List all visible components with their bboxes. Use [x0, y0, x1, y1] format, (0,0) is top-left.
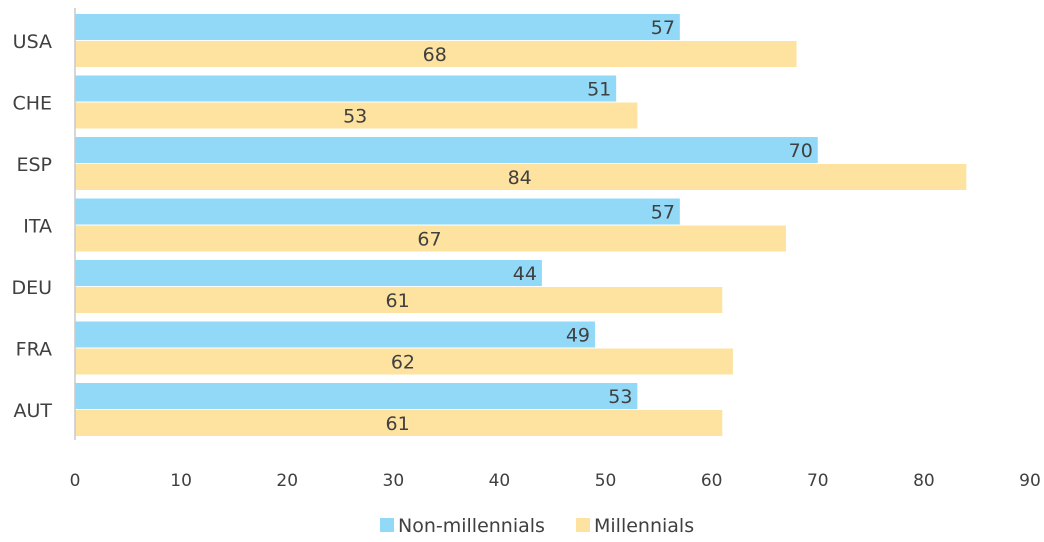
data-label: 68: [423, 44, 447, 66]
category-label-usa: USA: [13, 31, 52, 53]
bar-non-millennials-deu: [75, 260, 542, 286]
data-labels-layer: 57 68 51 53 70 84 57 67 44 61 49 62 53 61: [343, 17, 813, 435]
data-label: 84: [508, 167, 532, 189]
bar-millennials-esp: [75, 164, 967, 190]
bar-non-millennials-aut: [75, 383, 638, 409]
category-label-ita: ITA: [23, 216, 52, 238]
legend-label-millennials: Millennials: [594, 515, 694, 537]
category-label-fra: FRA: [16, 339, 52, 361]
x-tick-label: 30: [383, 471, 405, 491]
bars-layer: [75, 14, 967, 436]
data-label: 61: [386, 290, 410, 312]
x-tick-label: 40: [489, 471, 511, 491]
bar-millennials-ita: [75, 225, 786, 252]
bar-non-millennials-esp: [75, 137, 818, 163]
y-axis-labels: USA CHE ESP ITA DEU FRA AUT: [11, 31, 52, 422]
data-label: 49: [566, 325, 590, 347]
data-label: 67: [417, 229, 441, 251]
bar-millennials-usa: [75, 41, 797, 67]
data-label: 44: [513, 263, 537, 285]
x-tick-label: 90: [1019, 471, 1041, 491]
bar-millennials-fra: [75, 348, 733, 375]
category-label-deu: DEU: [11, 277, 52, 299]
bar-millennials-deu: [75, 287, 723, 313]
legend-label-non-millennials: Non-millennials: [398, 515, 545, 537]
x-tick-label: 20: [276, 471, 298, 491]
legend: Non-millennials Millennials: [380, 515, 694, 537]
data-label: 70: [789, 140, 813, 162]
data-label: 53: [608, 386, 632, 408]
x-tick-label: 80: [913, 471, 935, 491]
category-label-esp: ESP: [16, 154, 52, 176]
data-label: 57: [651, 202, 675, 224]
x-tick-label: 0: [70, 471, 81, 491]
bar-non-millennials-usa: [75, 14, 680, 40]
data-label: 61: [386, 413, 410, 435]
legend-swatch-non-millennials: [380, 518, 394, 532]
data-label: 57: [651, 17, 675, 39]
category-label-che: CHE: [12, 93, 52, 115]
x-tick-label: 70: [807, 471, 829, 491]
bar-non-millennials-ita: [75, 198, 680, 225]
bar-millennials-aut: [75, 410, 723, 436]
x-tick-label: 10: [170, 471, 192, 491]
category-label-aut: AUT: [13, 400, 52, 422]
bar-non-millennials-che: [75, 75, 617, 102]
data-label: 62: [391, 352, 415, 374]
x-tick-label: 60: [701, 471, 723, 491]
x-axis-tick-labels: 0 10 20 30 40 50 60 70 80 90: [70, 471, 1041, 491]
bar-millennials-che: [75, 102, 638, 129]
x-tick-label: 50: [595, 471, 617, 491]
bar-non-millennials-fra: [75, 321, 595, 348]
data-label: 51: [587, 79, 611, 101]
data-label: 53: [343, 106, 367, 128]
legend-swatch-millennials: [576, 518, 590, 532]
